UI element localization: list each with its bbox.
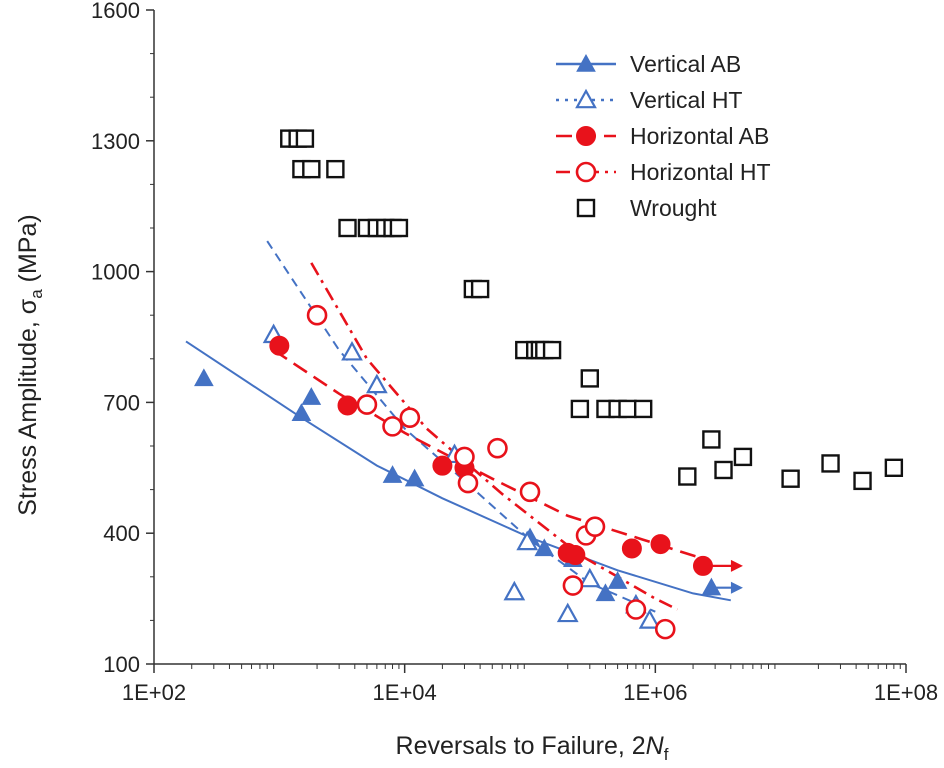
data-point-horizontal-ab: [692, 555, 713, 576]
legend-label-horizontal-ht: Horizontal HT: [630, 159, 771, 185]
y-axis-title: Stress Amplitude, σa (MPa): [14, 214, 46, 515]
fit-line-horizontal-ab: [272, 349, 706, 561]
legend-label-wrought: Wrought: [630, 195, 717, 221]
legend-marker-vertical-ab: [576, 53, 596, 72]
data-point-wrought: [470, 279, 490, 299]
x-tick-label: 1E+04: [373, 680, 437, 705]
data-point-vertical-ht: [365, 373, 388, 394]
fit-line-horizontal-ht: [310, 262, 678, 611]
data-point-wrought: [633, 399, 653, 419]
data-point-horizontal-ht: [306, 304, 328, 326]
data-point-wrought: [326, 159, 345, 179]
data-point-wrought: [884, 458, 904, 477]
data-point-wrought: [714, 460, 733, 480]
data-point-vertical-ab: [607, 571, 628, 589]
data-point-vertical-ht: [556, 602, 579, 623]
data-point-horizontal-ht: [625, 599, 647, 620]
fit-lines: [185, 240, 743, 613]
x-tick-label: 1E+06: [623, 680, 687, 705]
x-tick-label: 1E+08: [874, 680, 938, 705]
data-point-horizontal-ab: [565, 545, 586, 565]
data-point-wrought: [338, 218, 357, 238]
data-point-horizontal-ht: [356, 394, 378, 415]
data-point-horizontal-ab: [432, 455, 453, 476]
legend-label-vertical-ab: Vertical AB: [630, 51, 741, 77]
data-point-horizontal-ht: [487, 437, 508, 459]
data-point-vertical-ht: [516, 530, 539, 551]
data-point-vertical-ht: [638, 609, 661, 629]
data-point-horizontal-ab: [650, 534, 671, 555]
data-point-horizontal-ab: [269, 335, 290, 356]
data-point-wrought: [702, 430, 721, 449]
data-point-horizontal-ab: [337, 395, 358, 416]
data-point-wrought: [733, 447, 753, 467]
data-point-horizontal-ht: [457, 472, 479, 494]
legend-marker-horizontal-ht: [575, 161, 597, 183]
data-point-horizontal-ht: [399, 407, 421, 428]
data-point-horizontal-ht: [654, 618, 676, 640]
legend-marker-horizontal-ab: [576, 126, 596, 146]
data-point-horizontal-ht: [519, 481, 541, 503]
x-axis-title: Reversals to Failure, 2Nf: [396, 732, 669, 764]
data-point-vertical-ab: [595, 583, 616, 602]
data-point-vertical-ht: [503, 580, 526, 601]
data-point-horizontal-ht: [562, 575, 584, 596]
data-point-vertical-ab: [301, 387, 322, 405]
legend-label-vertical-ht: Vertical HT: [630, 87, 742, 113]
data-point-vertical-ab: [534, 538, 555, 557]
legend: Vertical AB Vertical HT Horizontal AB Horiz…: [556, 51, 771, 221]
data-point-horizontal-ht: [584, 516, 606, 537]
data-point-vertical-ab: [291, 403, 312, 421]
data-point-wrought: [821, 454, 840, 473]
data-point-wrought: [542, 340, 562, 360]
data-point-wrought: [295, 129, 315, 148]
data-point-wrought: [302, 159, 321, 179]
data-point-horizontal-ht: [382, 416, 403, 437]
data-point-wrought: [678, 467, 697, 486]
axes: 100 400 700 1000 1300 1600 1E+02 1E+04 1E+06 1E+0…: [91, 0, 938, 705]
y-tick-label: 700: [103, 390, 140, 415]
data-point-wrought: [853, 471, 872, 491]
data-point-vertical-ht: [578, 567, 601, 588]
data-point-wrought: [781, 469, 800, 488]
data-point-wrought: [618, 399, 637, 419]
data-point-wrought: [389, 218, 409, 238]
legend-marker-vertical-ht: [575, 88, 597, 109]
y-tick-label: 1300: [91, 129, 140, 154]
y-tick-label: 1600: [91, 0, 140, 23]
data-point-vertical-ab: [701, 577, 722, 596]
data-point-vertical-ab: [404, 468, 425, 487]
runout-arrowhead-vertical-ab: [730, 581, 743, 594]
data-point-wrought: [570, 399, 590, 419]
y-tick-label: 1000: [91, 260, 140, 285]
data-point-vertical-ab: [382, 465, 403, 483]
data-point-vertical-ht: [341, 340, 363, 361]
legend-label-horizontal-ab: Horizontal AB: [630, 123, 769, 149]
y-tick-label: 400: [103, 521, 140, 546]
data-point-vertical-ab: [194, 368, 214, 387]
fit-line-vertical-ab: [185, 340, 731, 602]
data-point-wrought: [580, 369, 599, 388]
data-point-horizontal-ht: [454, 446, 475, 468]
data-points: [194, 129, 904, 640]
runout-arrowhead-horizontal-ab: [730, 559, 743, 572]
data-point-horizontal-ab: [621, 538, 642, 559]
x-tick-label: 1E+02: [122, 680, 186, 705]
y-tick-label: 100: [103, 652, 140, 677]
legend-marker-wrought: [576, 198, 596, 218]
